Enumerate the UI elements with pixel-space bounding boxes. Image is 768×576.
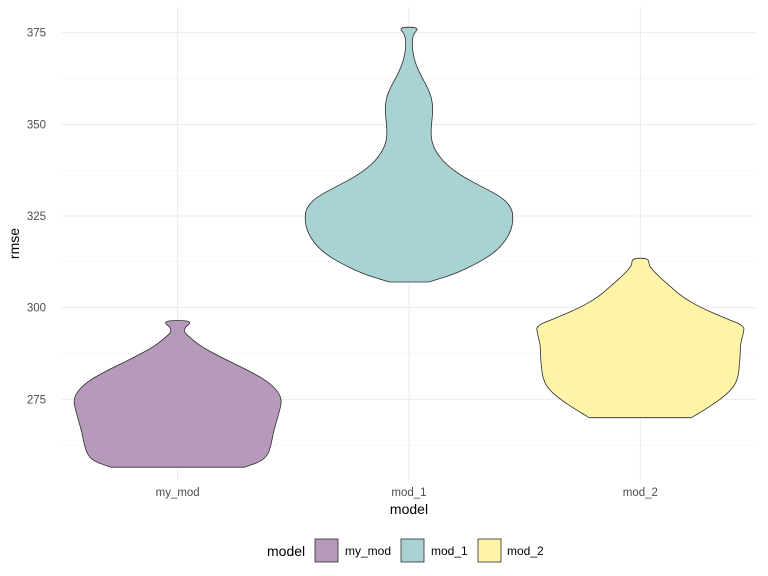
legend-key-mod-2 [477, 538, 502, 563]
x-tick-label: mod_1 [391, 487, 426, 499]
y-tick-label: 350 [27, 119, 46, 131]
legend: model my_mod mod_1 mod_2 [267, 538, 544, 563]
legend-title: model [267, 543, 305, 559]
violin-my-mod [73, 320, 282, 468]
violin-mod-1 [304, 26, 514, 283]
x-tick-label: my_mod [156, 487, 200, 499]
y-tick-label: 275 [27, 394, 46, 406]
y-axis-title: rmse [6, 228, 22, 259]
y-axis-ticks: 275 300 325 350 375 [27, 28, 46, 407]
x-tick-label: mod_2 [623, 487, 658, 499]
violins [73, 26, 745, 468]
legend-key-mod-1 [400, 538, 425, 563]
y-tick-label: 300 [27, 303, 46, 315]
y-tick-label: 375 [27, 28, 46, 40]
x-axis-title: model [390, 501, 428, 517]
violin-mod-2 [536, 257, 745, 419]
legend-label: mod_2 [507, 544, 544, 558]
legend-label: my_mod [345, 544, 391, 558]
x-axis-ticks: my_mod mod_1 mod_2 [156, 487, 658, 499]
legend-label: mod_1 [431, 544, 468, 558]
y-tick-label: 325 [27, 211, 46, 223]
legend-key-my-mod [314, 538, 339, 563]
